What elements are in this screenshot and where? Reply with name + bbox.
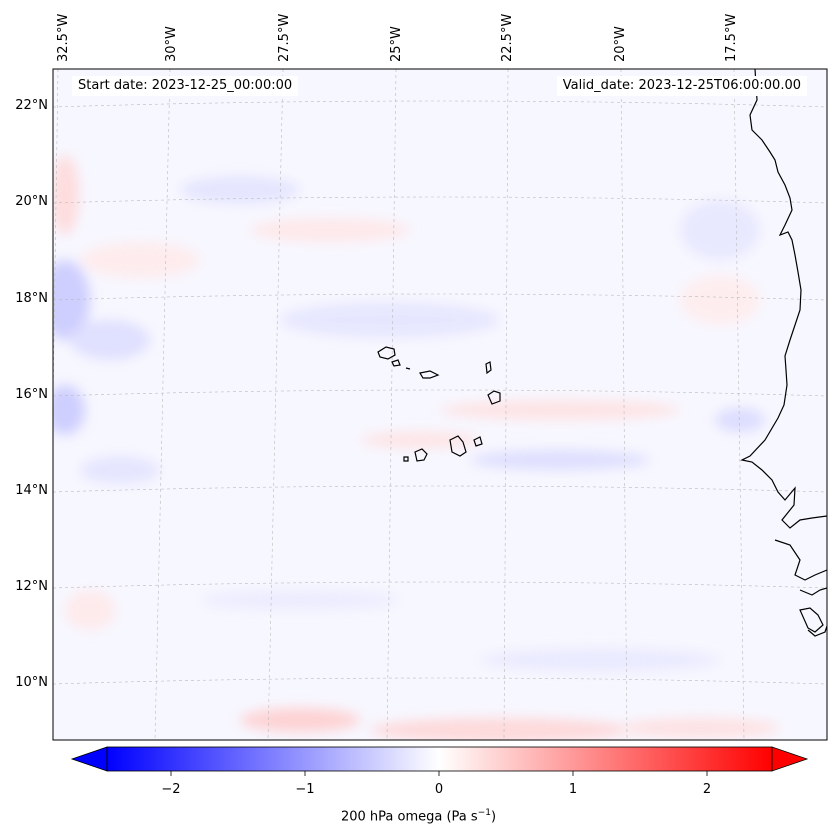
- map-border: [52, 68, 828, 741]
- graticule: [53, 69, 827, 740]
- cape-verde-islands: [377, 346, 501, 462]
- colorbar-tick-label: 1: [568, 782, 578, 797]
- colorbar-extend-low: [70, 746, 108, 772]
- lon-label: 30°W: [164, 26, 179, 62]
- lat-label: 18°N: [15, 291, 48, 306]
- colorbar-tick-label: −1: [295, 782, 315, 797]
- lat-label: 22°N: [15, 98, 48, 113]
- start-date-label: Start date: 2023-12-25_00:00:00: [72, 76, 299, 96]
- lon-label: 27.5°W: [277, 13, 292, 62]
- colorbar-title: 200 hPa omega (Pa s−1): [340, 808, 497, 825]
- lat-label: 12°N: [15, 579, 48, 594]
- variable-name: 200 hPa omega: [340, 809, 443, 825]
- lat-label: 14°N: [15, 483, 48, 498]
- lon-label: 17.5°W: [724, 13, 739, 62]
- lon-label: 25°W: [389, 26, 404, 62]
- lon-label: 20°W: [613, 26, 628, 62]
- colorbar-tick-label: 0: [434, 782, 444, 797]
- lat-label: 20°N: [15, 194, 48, 209]
- units: Pa s: [451, 809, 478, 825]
- colorbar-ticks: [170, 771, 708, 776]
- african-coastline: [740, 69, 827, 637]
- units-exponent: −1: [477, 808, 491, 818]
- lat-label: 16°N: [15, 387, 48, 402]
- colorbar-body: [106, 746, 773, 772]
- lat-label: 10°N: [15, 675, 48, 690]
- lon-label: 22.5°W: [500, 13, 515, 62]
- colorbar-tick-label: −2: [161, 782, 181, 797]
- omega-field: [53, 69, 827, 740]
- colorbar-tick-label: 2: [702, 782, 712, 797]
- colorbar-extend-high: [771, 746, 809, 772]
- lon-label: 32.5°W: [56, 13, 71, 62]
- colorbar: [70, 746, 809, 776]
- valid-date-label: Valid_date: 2023-12-25T06:00:00.00: [556, 76, 807, 96]
